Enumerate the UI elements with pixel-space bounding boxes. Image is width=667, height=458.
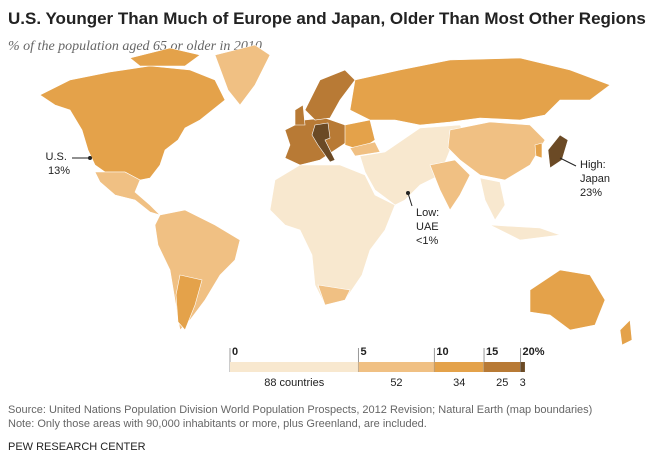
legend-count: 25 <box>496 377 508 389</box>
leader-dot <box>406 191 410 195</box>
annotations: U.S. 13% High: Japan 23% Low: UAE <1% <box>46 151 613 247</box>
legend-count: 88 countries <box>264 377 324 389</box>
russia <box>349 57 611 126</box>
japan <box>547 134 569 169</box>
legend-swatch <box>484 362 521 372</box>
china <box>447 121 546 181</box>
annotation-line: <1% <box>416 235 439 247</box>
africa <box>269 164 396 306</box>
legend-break-label: 0 <box>232 346 238 358</box>
leader-line <box>407 192 413 207</box>
subtitle: % of the population aged 65 or older in … <box>8 39 262 54</box>
annotation-line: Low: <box>416 207 439 219</box>
source: Source: United Nations Population Divisi… <box>8 404 592 416</box>
annotation-line: 13% <box>48 165 70 177</box>
korea <box>534 142 543 159</box>
legend-break-label: 5 <box>360 346 366 358</box>
mexico <box>94 171 161 216</box>
germany-italy <box>311 122 336 163</box>
south-america <box>154 209 241 331</box>
title: U.S. Younger Than Much of Europe and Jap… <box>8 9 646 28</box>
legend-break-label: 20% <box>523 346 545 358</box>
india <box>429 159 471 211</box>
note: Note: Only those areas with 90,000 inhab… <box>8 418 427 430</box>
legend-swatch <box>230 362 359 372</box>
annotation-line: 23% <box>580 187 602 199</box>
organization: PEW RESEARCH CENTER <box>8 441 146 453</box>
legend-count: 34 <box>453 377 465 389</box>
new-zealand <box>619 319 633 346</box>
annotation-us: U.S. 13% <box>46 151 71 177</box>
legend: 0 88 countries 5 52 10 34 15 25 20% 3 <box>229 346 545 389</box>
south-africa <box>317 284 351 306</box>
north-america <box>39 65 226 181</box>
annotation-line: U.S. <box>46 151 67 163</box>
legend-count: 52 <box>390 377 402 389</box>
turkey <box>349 141 381 157</box>
legend-swatch <box>358 362 435 372</box>
uk <box>294 104 306 126</box>
scandinavia <box>304 69 356 121</box>
annotation-line: High: <box>580 159 606 171</box>
leader-dot <box>88 156 92 160</box>
arctic-islands <box>129 47 201 67</box>
annotation-line: UAE <box>416 221 439 233</box>
annotation-japan: High: Japan 23% <box>580 159 613 199</box>
southeast-asia <box>479 177 506 221</box>
annotation-uae: Low: UAE <1% <box>416 207 442 247</box>
annotation-line: Japan <box>580 173 610 185</box>
australia <box>529 269 606 331</box>
legend-swatch <box>434 362 485 372</box>
greenland <box>214 44 271 106</box>
legend-swatch <box>520 362 525 372</box>
legend-break-label: 10 <box>436 346 448 358</box>
indonesia <box>489 224 561 241</box>
argentina <box>175 274 203 331</box>
leader-line <box>559 157 577 167</box>
legend-count: 3 <box>520 377 526 389</box>
world-map <box>39 44 633 346</box>
legend-break-label: 15 <box>486 346 498 358</box>
